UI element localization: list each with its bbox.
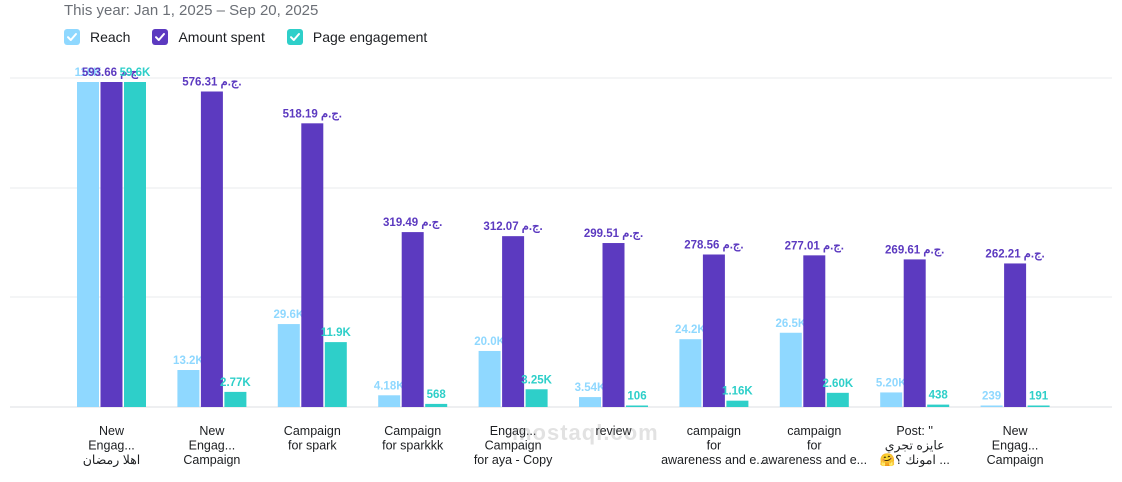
- date-range-label: This year: Jan 1, 2025 – Sep 20, 2025: [64, 2, 319, 19]
- bar-amount-spent[interactable]: [401, 232, 424, 407]
- category-label: review: [595, 424, 632, 438]
- category-label: Engag... Campaign for aya - Copy: [474, 424, 553, 467]
- bar-amount-spent[interactable]: [100, 82, 123, 407]
- legend-label-reach: Reach: [90, 29, 131, 45]
- check-icon[interactable]: [286, 29, 303, 45]
- bar-reach[interactable]: [177, 370, 200, 407]
- bar-page-engagement[interactable]: [927, 404, 950, 407]
- category-label: New Engag... Campaign: [987, 424, 1044, 467]
- bar-amount-spent[interactable]: [301, 123, 324, 407]
- legend-item-page-engagement[interactable]: Page engagement: [286, 29, 428, 45]
- bar-page-engagement[interactable]: [224, 391, 247, 407]
- data-label: 518.19 ج.م.: [283, 108, 342, 121]
- data-label: 26.5K: [775, 318, 806, 330]
- data-label: 319.49 ج.م.: [383, 217, 442, 230]
- data-label: 3.25K: [521, 374, 552, 386]
- category-label: Post: '' عايزه تجري 🤗امونك ؟ ...: [880, 424, 950, 468]
- check-icon[interactable]: [152, 29, 169, 45]
- bar-reach[interactable]: [277, 324, 300, 407]
- data-label: 20.0K: [474, 336, 505, 348]
- data-label: 593.66 ج.م.: [82, 67, 141, 80]
- bar-amount-spent[interactable]: [903, 259, 926, 407]
- check-icon[interactable]: [64, 29, 80, 45]
- data-label: 438: [929, 390, 949, 402]
- data-label: 3.54K: [575, 382, 606, 394]
- bar-page-engagement[interactable]: [726, 400, 749, 407]
- bar-reach[interactable]: [478, 350, 501, 407]
- bar-amount-spent[interactable]: [1004, 263, 1027, 407]
- data-label: 5.20K: [876, 377, 907, 389]
- data-label: 1.16K: [722, 386, 753, 398]
- data-label: 4.18K: [374, 380, 405, 392]
- legend-label-page-engagement: Page engagement: [312, 29, 428, 45]
- bar-reach[interactable]: [880, 392, 903, 407]
- legend-item-reach[interactable]: Reach: [64, 29, 130, 45]
- data-label: 191: [1029, 391, 1049, 403]
- bar-reach[interactable]: [679, 339, 702, 407]
- category-label: campaign for awareness and e...: [661, 424, 767, 467]
- bar-page-engagement[interactable]: [425, 403, 448, 407]
- bar-page-engagement[interactable]: [826, 392, 849, 407]
- category-label: campaign for awareness and e...: [761, 424, 867, 467]
- bar-amount-spent[interactable]: [602, 243, 625, 407]
- category-label: New Engag... اهلا رمضان: [83, 424, 141, 468]
- data-label: 24.2K: [675, 324, 706, 336]
- bar-amount-spent[interactable]: [502, 236, 525, 407]
- bar-page-engagement[interactable]: [525, 389, 548, 407]
- data-label: 116K: [75, 67, 103, 79]
- legend-label-amount-spent: Amount spent: [178, 29, 265, 45]
- data-label: 106: [627, 391, 646, 403]
- bar-amount-spent[interactable]: [200, 91, 223, 407]
- data-label: 299.51 ج.م.: [584, 228, 643, 241]
- data-label: 59.6K: [120, 67, 151, 79]
- bar-amount-spent[interactable]: [702, 254, 725, 407]
- bar-reach[interactable]: [579, 397, 601, 407]
- category-label: Campaign for spark: [284, 424, 341, 453]
- bar-reach[interactable]: [77, 82, 99, 407]
- data-label: 576.31 ج.م.: [182, 76, 241, 89]
- chart-legend: Reach Amount spent Page engagement: [64, 29, 427, 45]
- data-label: 11.9K: [321, 327, 352, 339]
- data-label: 312.07 ج.م.: [483, 221, 542, 234]
- bar-reach[interactable]: [378, 395, 401, 407]
- data-label: 13.2K: [173, 355, 204, 367]
- bar-page-engagement[interactable]: [626, 405, 648, 408]
- category-label: New Engag... Campaign: [183, 424, 240, 467]
- legend-item-amount-spent[interactable]: Amount spent: [152, 29, 265, 45]
- bar-reach[interactable]: [980, 405, 1003, 408]
- data-label: 2.77K: [220, 377, 251, 389]
- bar-page-engagement[interactable]: [324, 342, 347, 407]
- bar-page-engagement[interactable]: [124, 82, 146, 407]
- bar-page-engagement[interactable]: [1027, 405, 1050, 408]
- data-label: 568: [427, 389, 447, 401]
- data-label: 269.61 ج.م.: [885, 244, 944, 257]
- data-label: 262.21 ج.م.: [985, 248, 1044, 261]
- bar-amount-spent[interactable]: [803, 255, 826, 407]
- data-label: 277.01 ج.م.: [785, 240, 844, 253]
- data-label: 29.6K: [273, 309, 304, 321]
- data-label: 2.60K: [822, 378, 853, 390]
- data-label: 239: [982, 391, 1001, 403]
- category-label: Campaign for sparkkk: [382, 424, 444, 453]
- data-label: 278.56 ج.م.: [684, 240, 743, 253]
- bar-reach[interactable]: [779, 332, 802, 407]
